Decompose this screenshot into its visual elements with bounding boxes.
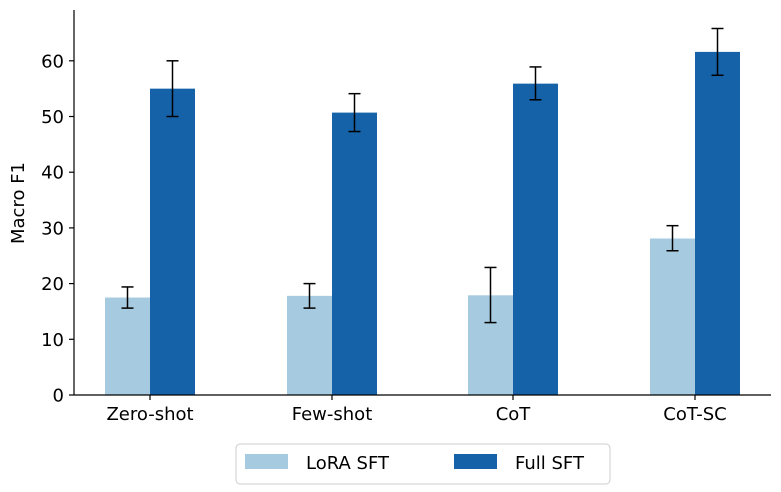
legend-frame [235, 443, 611, 485]
bar-full-sft-few-shot [332, 112, 377, 395]
legend-swatch-full-sft [454, 454, 497, 469]
y-tick-label-40: 40 [41, 163, 64, 184]
legend-swatch-lora-sft [245, 454, 288, 469]
axes: 0 10 20 30 40 50 60 Zero-shot Few-shot CoT CoT-SC [41, 10, 771, 425]
y-tick-label-0: 0 [53, 386, 64, 407]
x-tick-label-few-shot: Few-shot [292, 404, 373, 425]
bar-full-sft-cot-sc [695, 51, 740, 395]
x-tick-label-cot-sc: CoT-SC [663, 404, 726, 425]
y-tick-label-20: 20 [41, 274, 64, 295]
x-tick-label-cot: CoT [496, 404, 532, 425]
bar-full-sft-zero-shot [150, 88, 195, 396]
plot-area [105, 27, 740, 396]
y-tick-label-50: 50 [41, 107, 64, 128]
bar-lora-sft-zero-shot [105, 297, 150, 395]
bar-lora-sft-cot-sc [650, 238, 695, 395]
y-axis-label: Macro F1 [8, 162, 29, 244]
y-tick-label-60: 60 [41, 51, 64, 72]
y-tick-label-30: 30 [41, 218, 64, 239]
legend: LoRA SFT Full SFT [235, 443, 611, 485]
y-tick-label-10: 10 [41, 330, 64, 351]
legend-label-lora-sft: LoRA SFT [306, 453, 390, 474]
bar-full-sft-cot [513, 83, 558, 396]
legend-label-full-sft: Full SFT [515, 453, 585, 474]
bar-lora-sft-few-shot [287, 295, 332, 395]
x-tick-label-zero-shot: Zero-shot [106, 404, 193, 425]
